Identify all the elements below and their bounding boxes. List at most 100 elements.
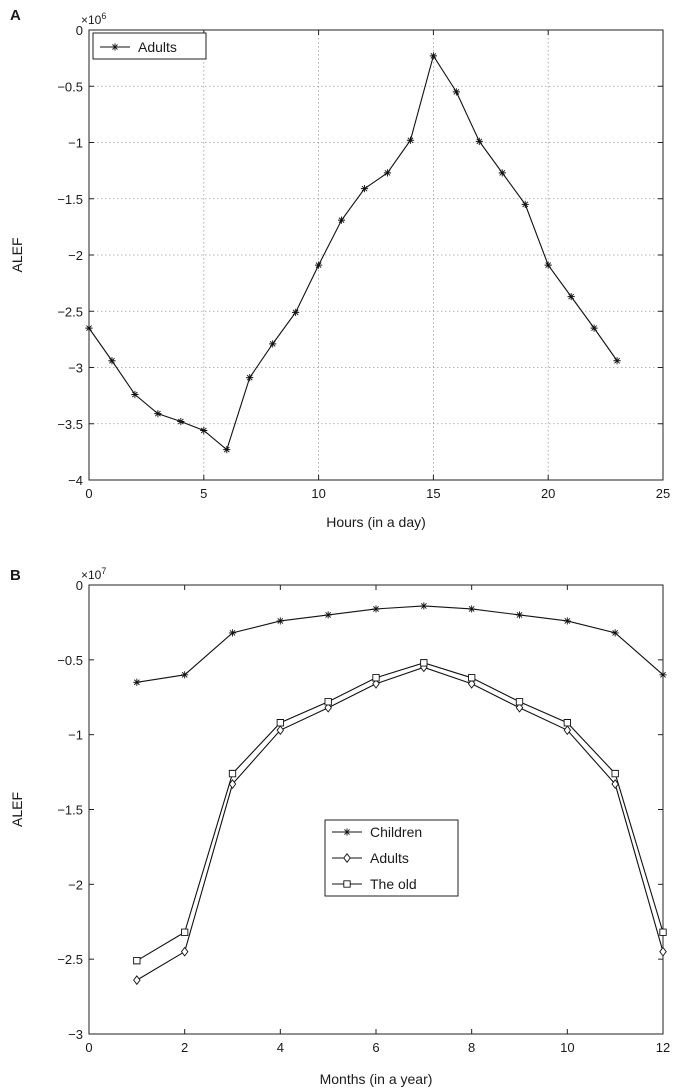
y-tick-label: −1 (68, 728, 83, 743)
data-point (515, 698, 524, 706)
data-point (521, 200, 529, 208)
data-point (133, 957, 141, 965)
panel-letter: B (10, 567, 21, 584)
series-line (136, 662, 664, 962)
data-point (475, 137, 483, 145)
plot-frame (88, 29, 664, 481)
data-point (452, 88, 460, 96)
x-tick-label: 15 (426, 486, 440, 501)
y-tick-label: −2.5 (57, 304, 83, 319)
data-point (181, 671, 189, 679)
x-tick-label: 12 (656, 1040, 670, 1055)
data-point (228, 769, 237, 778)
data-point (468, 674, 476, 682)
y-tick-label: 0 (76, 23, 83, 38)
x-tick-label: 20 (541, 486, 555, 501)
y-tick-label: −0.5 (57, 653, 83, 668)
data-point (372, 605, 380, 613)
data-point (515, 611, 524, 619)
y-tick-label: −2.5 (57, 952, 83, 967)
data-point (108, 357, 116, 365)
plot-frame (88, 584, 664, 1035)
data-point (154, 410, 162, 418)
data-point (515, 702, 524, 713)
data-point (276, 719, 284, 727)
x-tick-label: 10 (311, 486, 325, 501)
data-point (613, 357, 621, 365)
data-point (372, 674, 380, 682)
x-tick-label: 8 (468, 1040, 475, 1055)
data-point (544, 261, 552, 269)
y-tick-label: −1.5 (57, 803, 83, 818)
panel-b: B 0 2 4 6 8 10 12 0 −0.5 −1 −1.5 −2 −2.5 −3 ×107 Months … (9, 566, 670, 1087)
data-point (133, 678, 141, 686)
x-tick-label: 6 (372, 1040, 379, 1055)
legend: Children Adults The old (324, 819, 459, 897)
data-point (315, 261, 323, 269)
x-tick-label: 5 (200, 486, 207, 501)
legend-marker (343, 880, 351, 888)
data-point (360, 185, 369, 193)
data-point (324, 702, 332, 713)
series-line (136, 666, 664, 981)
data-point (611, 769, 619, 778)
data-point (372, 678, 380, 689)
data-point (337, 216, 346, 224)
y-tick-label: −2 (68, 248, 83, 263)
series-the-old (133, 659, 667, 965)
y-tick-label: −3 (68, 361, 83, 376)
legend-marker (111, 43, 119, 51)
y-multiplier: ×106 (81, 11, 106, 27)
y-axis-label: ALEF (9, 237, 25, 272)
series-adults (85, 52, 621, 454)
data-point (181, 928, 189, 936)
y-tick-label: −3 (68, 1027, 83, 1042)
data-point (85, 324, 93, 332)
data-point (200, 426, 208, 435)
data-point (177, 417, 185, 426)
legend-label: Adults (370, 850, 409, 866)
legend-marker (343, 853, 351, 863)
x-tick-label: 0 (85, 1040, 92, 1055)
y-multiplier-exponent: 6 (101, 11, 106, 21)
data-point (659, 946, 667, 957)
panel-letter: A (10, 7, 21, 24)
data-point (659, 671, 667, 679)
data-point (180, 946, 189, 957)
data-point (429, 52, 437, 60)
y-tick-label: −4 (68, 473, 83, 488)
x-tick-label: 0 (85, 486, 92, 501)
data-point (420, 602, 428, 610)
x-tick-label: 25 (656, 486, 670, 501)
data-point (563, 725, 572, 736)
x-tick-label: 4 (277, 1040, 284, 1055)
y-multiplier: ×107 (81, 566, 106, 582)
y-tick-label: −0.5 (57, 79, 83, 94)
data-point (659, 928, 667, 936)
data-point (276, 725, 285, 736)
data-point (590, 324, 598, 332)
data-point (611, 629, 619, 637)
data-point (324, 698, 332, 706)
data-point (383, 169, 392, 177)
x-tick-label: 2 (181, 1040, 188, 1055)
y-multiplier-exponent: 7 (101, 566, 106, 576)
data-point (468, 605, 476, 613)
series-line (88, 54, 618, 451)
y-axis-label: ALEF (9, 792, 25, 827)
data-point (292, 308, 300, 316)
data-point (269, 340, 277, 348)
legend-marker (343, 828, 351, 836)
data-point (467, 678, 476, 689)
data-point (228, 779, 237, 789)
legend: Adults (92, 32, 207, 60)
data-point (228, 629, 237, 637)
data-point (276, 617, 284, 625)
y-tick-label: −2 (68, 877, 83, 892)
y-tick-label: −1 (68, 136, 83, 151)
data-point (611, 779, 619, 789)
legend-box (92, 32, 207, 60)
data-point (131, 390, 139, 399)
y-tick-label: −1.5 (57, 192, 83, 207)
